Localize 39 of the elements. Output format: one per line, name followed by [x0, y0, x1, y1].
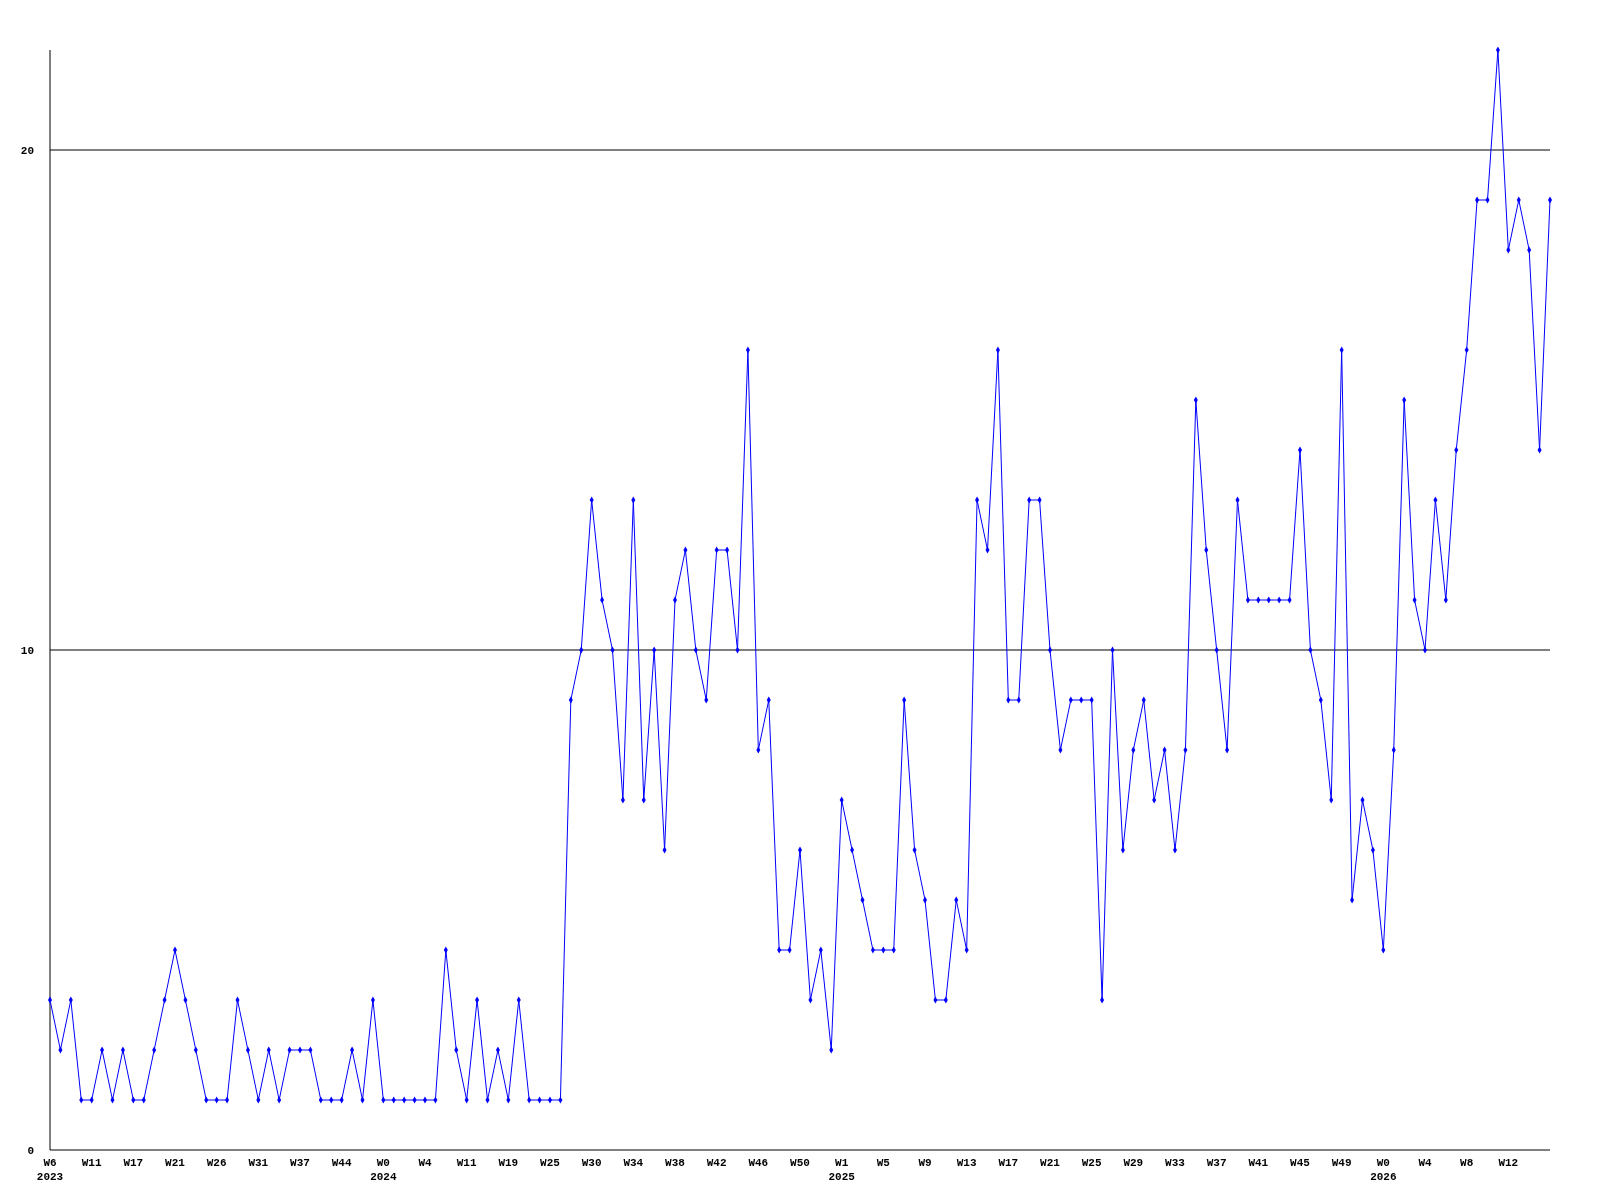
x-tick-label: W12	[1498, 1157, 1519, 1169]
x-tick-label: W6 2023	[36, 1157, 64, 1183]
x-tick-label: W31	[248, 1157, 269, 1169]
x-tick-label: W11	[456, 1157, 477, 1169]
x-tick-label: W21	[1040, 1157, 1061, 1169]
x-tick-label: W44	[331, 1157, 352, 1169]
x-tick-label: W29	[1123, 1157, 1144, 1169]
x-tick-label: W13	[956, 1157, 977, 1169]
x-tick-label: W30	[581, 1157, 602, 1169]
y-tick-label: 10	[20, 644, 34, 657]
x-tick-label: W0 2026	[1370, 1157, 1397, 1183]
y-tick-label: 20	[20, 144, 34, 157]
x-tick-label: W26	[206, 1157, 227, 1169]
x-tick-label: W0 2024	[370, 1157, 397, 1183]
x-tick-label: W21	[165, 1157, 186, 1169]
x-tick-label: W4	[418, 1157, 432, 1169]
x-tick-label: W8	[1460, 1157, 1474, 1169]
x-tick-label: W9	[918, 1157, 932, 1169]
x-tick-label: W4	[1418, 1157, 1432, 1169]
x-tick-label: W41	[1248, 1157, 1269, 1169]
x-tick-label: W1 2025	[828, 1157, 856, 1183]
x-tick-label: W46	[748, 1157, 769, 1169]
x-tick-label: W11	[81, 1157, 102, 1169]
x-tick-label: W25	[1081, 1157, 1102, 1169]
x-tick-label: W19	[498, 1157, 519, 1169]
x-tick-label: W33	[1165, 1157, 1186, 1169]
y-tick-label: 0	[27, 1144, 34, 1157]
x-tick-label: W37	[1206, 1157, 1227, 1169]
x-tick-label: W45	[1290, 1157, 1311, 1169]
x-tick-label: W42	[706, 1157, 727, 1169]
x-tick-label: W38	[665, 1157, 686, 1169]
x-tick-label: W25	[540, 1157, 561, 1169]
x-tick-label: W5	[876, 1157, 891, 1169]
x-tick-label: W17	[123, 1157, 144, 1169]
x-tick-label: W49	[1331, 1157, 1352, 1169]
x-tick-label: W50	[790, 1157, 810, 1169]
x-tick-label: W17	[998, 1157, 1019, 1169]
x-tick-label: W37	[290, 1157, 310, 1169]
x-tick-label: W34	[623, 1157, 644, 1169]
